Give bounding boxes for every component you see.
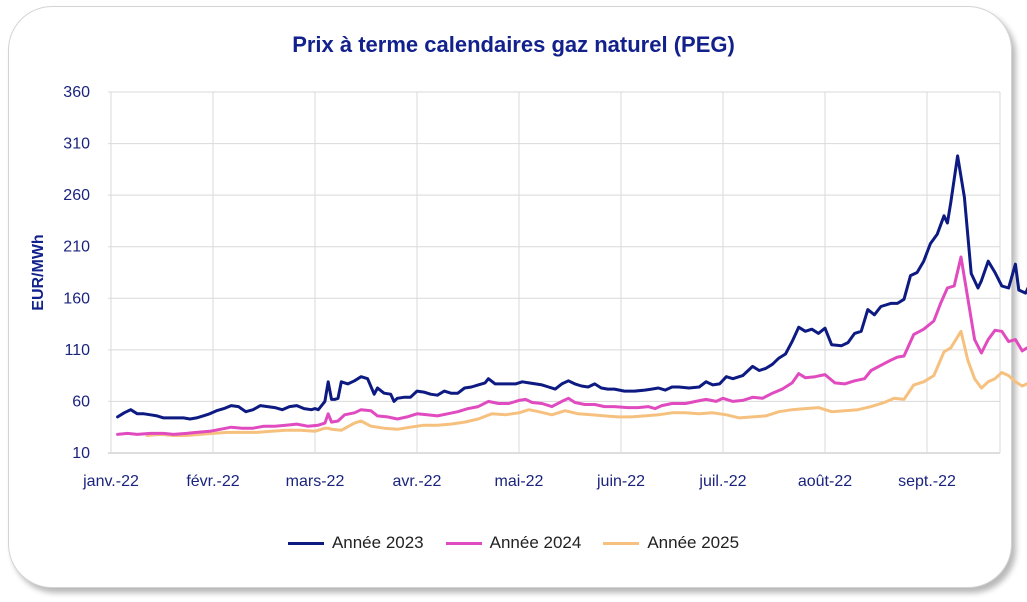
legend-swatch-2025 [603, 541, 640, 545]
legend: Année 2023 Année 2024 Année 2025 [0, 533, 1027, 553]
x-tick-label: mai-22 [495, 473, 544, 490]
x-tick-label: sept.-22 [898, 473, 956, 490]
y-axis-label: EUR/MWh [30, 234, 47, 310]
y-tick-label: 110 [64, 342, 90, 359]
y-tick-label: 210 [63, 239, 90, 256]
chart-card [8, 6, 1012, 588]
x-tick-label: avr.-22 [393, 473, 442, 490]
legend-label-2023: Année 2023 [331, 533, 424, 552]
series-line-2023 [116, 154, 1027, 421]
y-tick-label: 260 [63, 187, 90, 204]
legend-item-2025: Année 2025 [603, 533, 739, 553]
series-line-2024 [116, 255, 1027, 436]
legend-label-2025: Année 2025 [647, 533, 740, 552]
chart-title: Prix à terme calendaires gaz naturel (PE… [292, 32, 735, 57]
y-tick-label: 60 [72, 393, 90, 410]
x-tick-label: janv.-22 [82, 473, 139, 490]
y-tick-label: 160 [63, 290, 90, 307]
legend-item-2024: Année 2024 [445, 533, 582, 553]
y-tick-label: 310 [63, 136, 90, 153]
legend-label-2024: Année 2024 [489, 533, 582, 552]
x-tick-label: févr.-22 [186, 473, 239, 490]
x-tick-label: août-22 [798, 473, 852, 490]
legend-swatch-2023 [287, 541, 324, 545]
x-tick-label: juin-22 [596, 473, 645, 490]
x-tick-label: juil.-22 [698, 473, 746, 490]
series-line-2025 [145, 329, 1027, 437]
y-tick-label: 360 [63, 84, 90, 101]
legend-swatch-2024 [445, 541, 482, 545]
legend-item-2023: Année 2023 [287, 533, 424, 553]
x-tick-label: mars-22 [286, 473, 345, 490]
y-tick-label: 10 [72, 445, 90, 462]
